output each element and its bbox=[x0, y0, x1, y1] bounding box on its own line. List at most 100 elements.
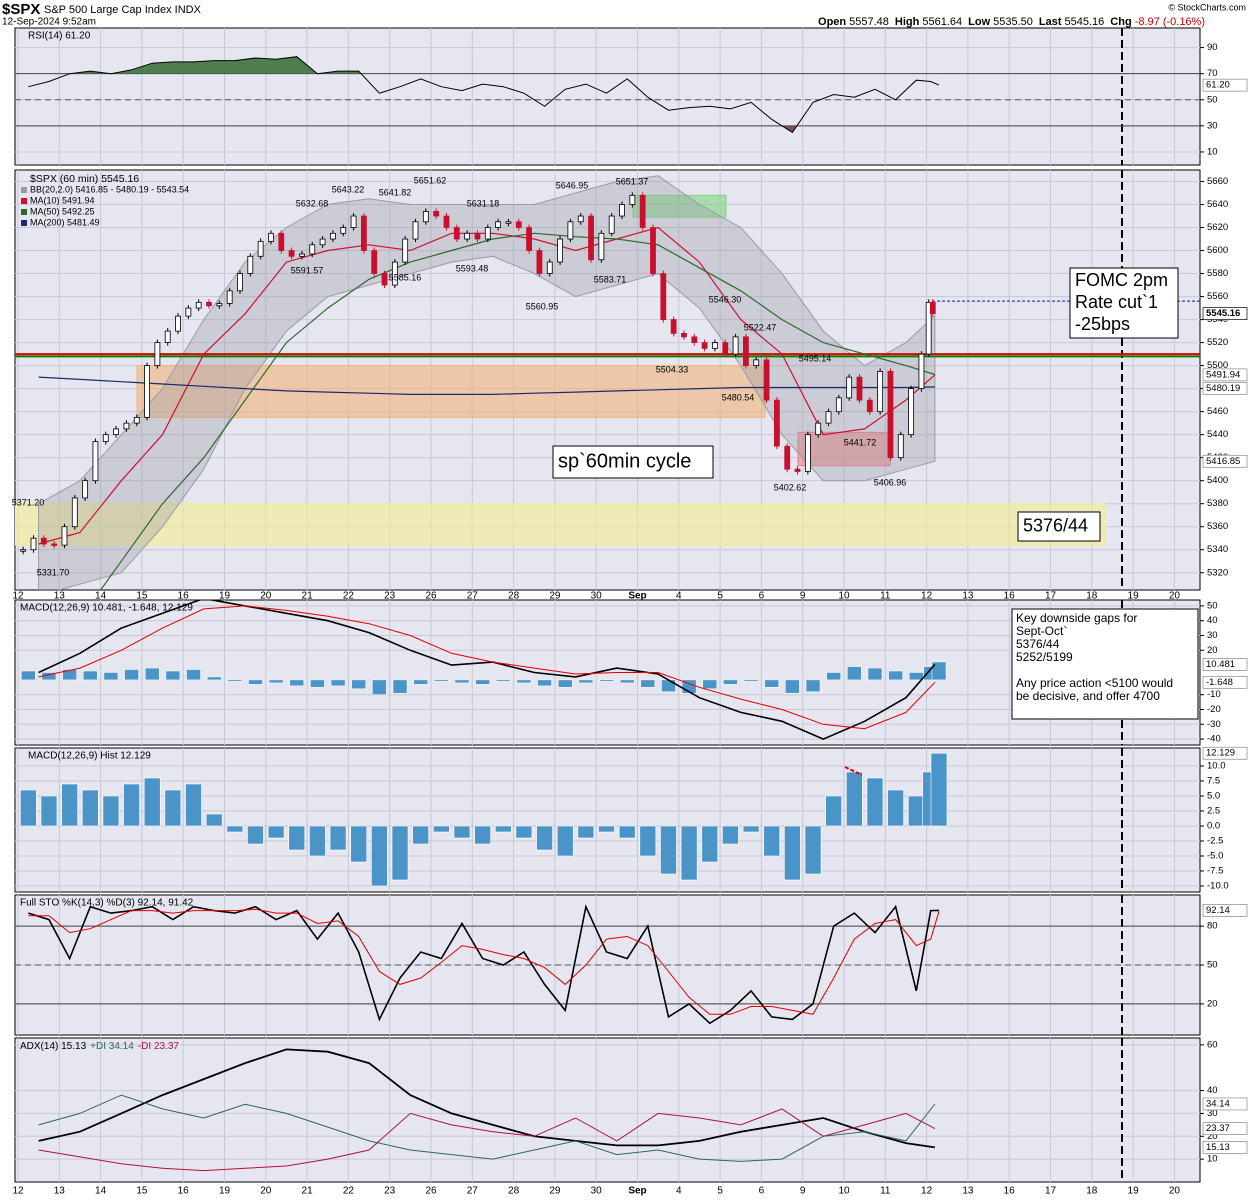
candle bbox=[784, 445, 791, 470]
candle bbox=[268, 232, 274, 242]
price-label: 5632.68 bbox=[296, 198, 329, 208]
axis-value-label: 23.37 bbox=[1206, 1123, 1230, 1134]
candle bbox=[381, 273, 388, 286]
macd-histogram-bar bbox=[289, 679, 305, 687]
histogram-bar bbox=[784, 825, 801, 881]
price-label: 5371.20 bbox=[12, 497, 45, 507]
y-tick-label: 5400 bbox=[1207, 475, 1228, 486]
x-tick-label: 12 bbox=[921, 591, 933, 602]
x-tick-label: 13 bbox=[54, 591, 66, 602]
x-tick-label: 13 bbox=[962, 591, 974, 602]
x-tick-label: 22 bbox=[343, 591, 355, 602]
candle bbox=[681, 332, 687, 338]
price-label: 5593.48 bbox=[456, 263, 489, 273]
y-tick-label: -40 bbox=[1207, 734, 1221, 745]
histogram-bar bbox=[226, 825, 244, 833]
candle bbox=[567, 221, 574, 240]
x-tick-label: 4 bbox=[676, 591, 682, 602]
candle bbox=[257, 240, 264, 257]
y-tick-label: 7.5 bbox=[1207, 776, 1220, 787]
x-tick-label: 23 bbox=[384, 1186, 396, 1197]
price-label: 5495.14 bbox=[799, 353, 832, 363]
y-tick-label: 10 bbox=[1207, 146, 1218, 157]
y-tick-label: 0.0 bbox=[1207, 821, 1220, 832]
candle bbox=[866, 399, 873, 413]
x-tick-label: 21 bbox=[302, 1186, 314, 1197]
macd-histogram-bar bbox=[805, 679, 821, 692]
price-zone bbox=[15, 503, 1106, 546]
macd-histogram-bar bbox=[372, 679, 387, 695]
y-tick-label: 5620 bbox=[1207, 222, 1228, 233]
macd-histogram-bar bbox=[454, 679, 470, 684]
x-tick-label: 17 bbox=[1045, 1186, 1057, 1197]
y-tick-label: 5.0 bbox=[1207, 791, 1220, 802]
y-tick-label: -7.5 bbox=[1207, 866, 1223, 877]
histogram-bar bbox=[205, 813, 223, 827]
legend-entry: MA(50) 5492.25 bbox=[30, 206, 95, 216]
histogram-bar bbox=[288, 825, 306, 851]
panel-title: Full STO %K(14,3) %D(3) 92.14, 91.42 bbox=[20, 898, 194, 909]
macd-histogram-bar bbox=[413, 679, 428, 685]
price-label: 5546.30 bbox=[709, 294, 742, 304]
histogram-bar bbox=[515, 825, 533, 839]
candle bbox=[877, 370, 884, 413]
histogram-bar bbox=[804, 825, 822, 875]
macd-histogram-bar bbox=[227, 679, 243, 682]
note-text: 5252/5199 bbox=[1016, 650, 1073, 664]
macd-histogram-bar bbox=[351, 679, 366, 690]
y-tick-label: 50 bbox=[1207, 94, 1218, 105]
panel-title: MACD(12,26,9) Hist 12.129 bbox=[28, 751, 151, 762]
annotation-dash bbox=[844, 766, 863, 776]
candle bbox=[629, 194, 636, 205]
candle bbox=[794, 468, 801, 472]
histogram-bar bbox=[309, 825, 326, 857]
y-tick-label: 5560 bbox=[1207, 291, 1228, 302]
x-tick-label: 15 bbox=[136, 591, 148, 602]
price-label: 5643.22 bbox=[332, 184, 365, 194]
histogram-bar bbox=[412, 825, 429, 845]
axis-value-box bbox=[1202, 904, 1248, 917]
panel-title: ADX(14) 15.13 +DI 34.14 -DI 23.37 bbox=[20, 1041, 179, 1052]
candle bbox=[464, 232, 471, 240]
axis-value-box bbox=[1202, 382, 1248, 395]
y-tick-label: 10.0 bbox=[1207, 761, 1226, 772]
panel-title: $SPX (60 min) 5545.16 bbox=[30, 173, 139, 185]
candle bbox=[598, 232, 605, 261]
date: 12-Sep-2024 9:52am bbox=[2, 17, 96, 28]
x-tick-label: 18 bbox=[1086, 591, 1098, 602]
legend-swatch bbox=[21, 187, 27, 193]
quote-label: High bbox=[895, 16, 920, 28]
note-box bbox=[1017, 511, 1101, 542]
macd-histogram-bar bbox=[496, 679, 511, 682]
note-text: sp`60min cycle bbox=[558, 450, 691, 472]
candle bbox=[309, 244, 316, 255]
y-tick-label: -5.0 bbox=[1207, 851, 1223, 862]
x-tick-label: 20 bbox=[260, 591, 272, 602]
candle bbox=[722, 342, 729, 355]
histogram-bar bbox=[391, 825, 409, 881]
panel-marks bbox=[15, 56, 1200, 134]
macd-histogram-bar bbox=[888, 670, 903, 681]
histogram-bar bbox=[742, 825, 760, 833]
histogram-bar bbox=[433, 825, 450, 833]
moving-average bbox=[38, 226, 936, 545]
note-text: Key downside gaps for bbox=[1016, 611, 1137, 625]
macd-histogram-bar bbox=[619, 679, 635, 684]
note-text: Sept-Oct` bbox=[1016, 624, 1067, 638]
x-tick-label: 19 bbox=[1128, 1186, 1140, 1197]
histogram-bar bbox=[371, 825, 388, 887]
candle bbox=[154, 342, 161, 367]
quote-value: -8.97 (-0.16%) bbox=[1135, 16, 1205, 28]
y-tick-label: 5440 bbox=[1207, 429, 1228, 440]
panel-marks bbox=[38, 1048, 936, 1172]
y-tick-label: 10 bbox=[1207, 1154, 1218, 1165]
histogram-bar bbox=[701, 825, 719, 863]
histogram-bar bbox=[453, 825, 471, 839]
legend-entry: RSI(14) 61.20 bbox=[28, 31, 91, 42]
moving-average bbox=[38, 376, 935, 395]
axis-value-box bbox=[1202, 1141, 1248, 1154]
price-label: 5583.71 bbox=[594, 274, 627, 284]
note-text: -25bps bbox=[1075, 314, 1130, 334]
histogram-bar bbox=[61, 783, 78, 827]
